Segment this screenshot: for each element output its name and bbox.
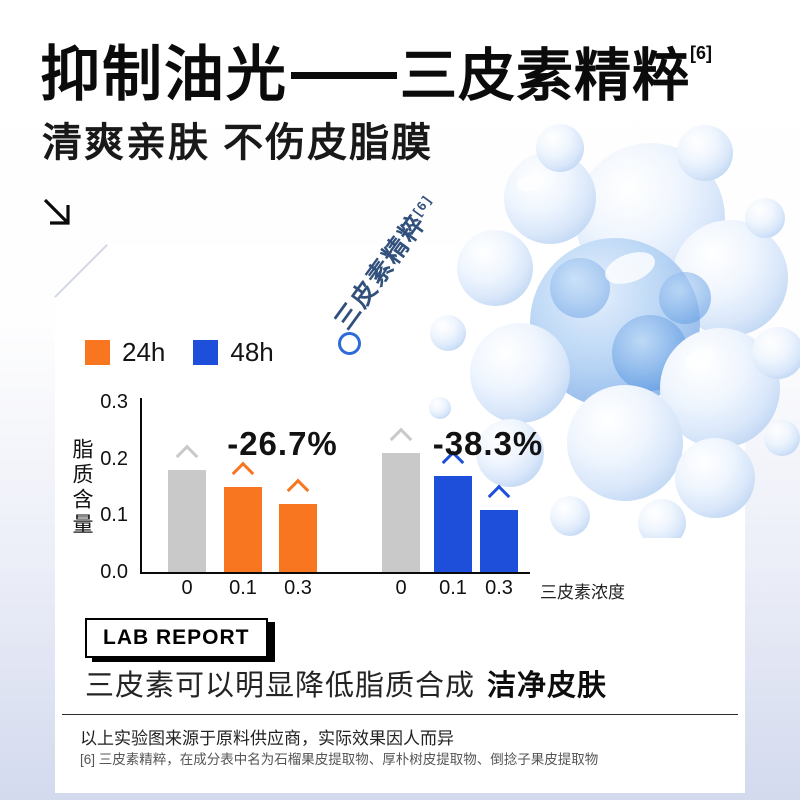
title-main-text: 抑制油光: [40, 41, 288, 108]
bar-48h-0.3: [480, 510, 518, 572]
lab-report-badge: LAB REPORT: [85, 618, 268, 658]
x-axis-label: 三皮素浓度: [540, 583, 625, 602]
bubble-cluster-graphic: [429, 124, 800, 538]
page-subtitle: 清爽亲肤 不伤皮脂膜: [42, 121, 434, 165]
title-accent-text: 三皮素精粹: [400, 44, 690, 108]
x-tick-label: 0.3: [485, 577, 513, 599]
bar-48h-0: [382, 453, 420, 572]
footnote-disclaimer: 以上实验图来源于原料供应商，实际效果因人而异: [80, 729, 454, 748]
down-right-arrow-icon: [43, 198, 70, 225]
x-tick-label: 0.1: [229, 577, 257, 599]
reduction-annotation: -38.3%: [432, 425, 544, 462]
y-tick-label: 0.0: [100, 561, 128, 583]
chart-plot: 0 0.1 0.3 -26.7% 0 0.1 0.3 -38.3%: [140, 398, 542, 599]
y-axis-ticks: 0.0 0.1 0.2 0.3: [56, 391, 134, 583]
reduction-annotation: -26.7%: [227, 425, 338, 462]
legend-swatch-24h: [85, 340, 110, 365]
x-tick-label: 0.1: [439, 577, 467, 599]
page-title: 抑制油光——三皮素精粹[6]: [40, 26, 712, 113]
y-axis-label: 脂质含量: [70, 438, 93, 538]
chart-legend: 24h 48h: [85, 337, 302, 368]
x-tick-label: 0.3: [284, 577, 312, 599]
bar-error-caret-icon: [286, 478, 310, 502]
x-tick-label: 0: [395, 577, 407, 599]
bar-24h-0: [168, 470, 206, 572]
y-tick-label: 0.2: [100, 447, 128, 470]
y-tick-label: 0.3: [100, 391, 128, 413]
bar-24h-0.3: [279, 504, 317, 572]
bar-24h-0.1: [224, 487, 262, 572]
conclusion-highlight: 洁净皮肤: [487, 670, 608, 702]
title-superscript: [6]: [690, 43, 712, 63]
legend-swatch-48h: [193, 340, 219, 365]
legend-label-48h: 48h: [230, 337, 274, 367]
bar-error-caret-icon: [487, 484, 511, 508]
footnote-ingredients: [6] 三皮素精粹，在成分表中名为石榴果皮提取物、厚朴树皮提取物、倒捻子果皮提取…: [80, 752, 599, 767]
title-dash: ——: [291, 72, 397, 79]
legend-label-24h: 24h: [122, 337, 166, 367]
conclusion-text: 三皮素可以明显降低脂质合成 洁净皮肤: [85, 662, 607, 704]
y-tick-label: 0.1: [100, 504, 128, 527]
x-tick-label: 0: [181, 577, 193, 599]
conclusion-normal: 三皮素可以明显降低脂质合成: [85, 670, 476, 702]
bar-error-caret-icon: [231, 461, 255, 485]
bubble-outline-circle: [338, 332, 361, 355]
footnote-divider: [62, 714, 738, 715]
bar-48h-0.1: [434, 476, 472, 572]
